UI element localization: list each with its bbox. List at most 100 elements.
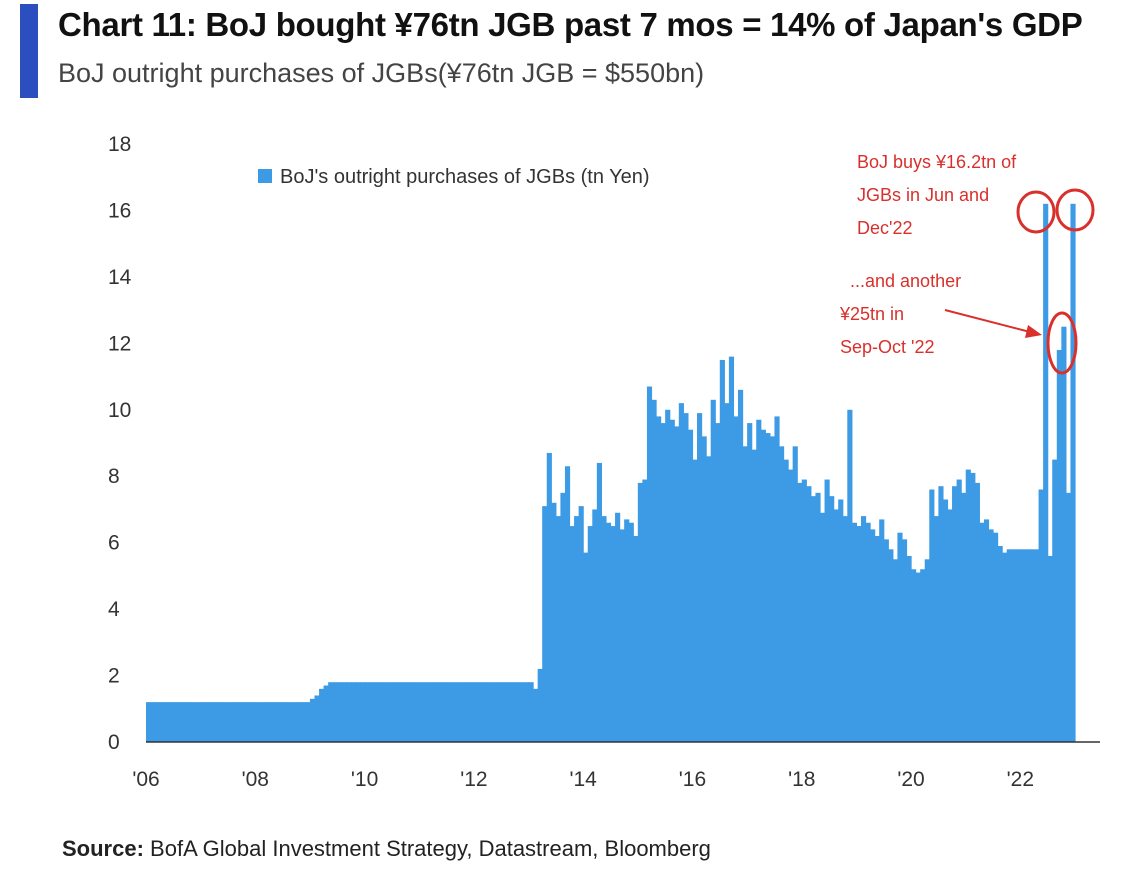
bar bbox=[596, 462, 602, 742]
chart-title: Chart 11: BoJ bought ¥76tn JGB past 7 mo… bbox=[58, 6, 1083, 43]
y-tick-label: 12 bbox=[108, 332, 131, 355]
annotation-top-line-3: Dec'22 bbox=[857, 218, 912, 238]
bar bbox=[824, 479, 830, 742]
x-tick-label: '18 bbox=[788, 768, 815, 791]
x-tick-label: '14 bbox=[569, 768, 597, 791]
bar bbox=[214, 702, 220, 742]
bar bbox=[860, 516, 867, 742]
bar bbox=[1061, 326, 1067, 742]
x-tick-label: '16 bbox=[679, 768, 706, 791]
bar bbox=[492, 682, 498, 742]
x-tick-label: '10 bbox=[351, 768, 378, 791]
bar bbox=[1002, 552, 1008, 742]
bar bbox=[774, 416, 780, 742]
bar bbox=[546, 452, 552, 742]
bar bbox=[432, 682, 439, 742]
bar bbox=[678, 403, 684, 742]
bar bbox=[246, 702, 252, 742]
bar bbox=[656, 416, 662, 742]
source-note: Source: BofA Global Investment Strategy,… bbox=[62, 836, 711, 862]
bar bbox=[1065, 492, 1072, 742]
bar bbox=[442, 682, 448, 742]
bar bbox=[255, 702, 261, 742]
bar bbox=[200, 702, 206, 742]
bar bbox=[300, 702, 306, 742]
bar bbox=[232, 702, 238, 742]
bar bbox=[783, 459, 789, 742]
bar bbox=[205, 702, 211, 742]
bar bbox=[305, 702, 311, 742]
bar bbox=[496, 682, 502, 742]
bar bbox=[328, 682, 334, 742]
bar bbox=[797, 482, 803, 742]
bar bbox=[150, 702, 156, 742]
bar bbox=[592, 509, 598, 742]
bar bbox=[769, 436, 776, 742]
bar bbox=[738, 389, 744, 742]
annotation-top-line-1: BoJ buys ¥16.2tn of bbox=[857, 152, 1017, 172]
chart-subtitle: BoJ outright purchases of JGBs(¥76tn JGB… bbox=[58, 58, 705, 88]
x-tick-label: '06 bbox=[132, 768, 159, 791]
bar bbox=[282, 702, 288, 742]
bar bbox=[173, 702, 179, 742]
bar bbox=[1034, 549, 1040, 742]
bar bbox=[883, 539, 889, 742]
bar bbox=[551, 502, 557, 742]
bar bbox=[724, 403, 730, 742]
bar bbox=[756, 419, 762, 742]
bar bbox=[319, 688, 325, 742]
bar bbox=[209, 702, 215, 742]
bar bbox=[378, 682, 384, 742]
x-tick-label: '20 bbox=[897, 768, 924, 791]
bar bbox=[537, 668, 543, 742]
annotation-mid-line-3: Sep-Oct '22 bbox=[840, 337, 934, 357]
bar bbox=[747, 423, 753, 742]
bar bbox=[1070, 203, 1076, 743]
bar bbox=[801, 479, 807, 742]
bar bbox=[993, 532, 999, 742]
title-accent-bar bbox=[20, 4, 38, 98]
bar bbox=[373, 682, 379, 742]
y-tick-label: 14 bbox=[108, 266, 132, 289]
bar bbox=[624, 519, 630, 742]
bar bbox=[218, 702, 225, 742]
bar bbox=[728, 356, 735, 742]
bar bbox=[523, 682, 530, 742]
bar bbox=[464, 682, 470, 742]
bar bbox=[1020, 549, 1026, 742]
bar bbox=[505, 682, 511, 742]
bar bbox=[341, 682, 347, 742]
bar bbox=[1006, 549, 1012, 742]
bar bbox=[428, 682, 434, 742]
bar bbox=[701, 436, 707, 742]
bar bbox=[601, 516, 607, 742]
bar bbox=[501, 682, 507, 742]
bar bbox=[788, 469, 794, 742]
bar bbox=[460, 682, 466, 742]
bar bbox=[1038, 489, 1044, 742]
y-axis-ticks: 0 2 4 6 8 10 12 14 16 18 bbox=[108, 133, 132, 754]
bar bbox=[414, 682, 420, 742]
bar bbox=[287, 702, 293, 742]
bar bbox=[1047, 555, 1053, 742]
bar bbox=[569, 526, 575, 742]
bar bbox=[168, 702, 174, 742]
bar bbox=[346, 682, 352, 742]
bar bbox=[974, 482, 980, 742]
bar bbox=[956, 479, 962, 742]
bar bbox=[651, 399, 657, 742]
bar bbox=[401, 682, 407, 742]
annotation-mid-line-2: ¥25tn in bbox=[839, 304, 904, 324]
annotation-top: BoJ buys ¥16.2tn of JGBs in Jun and Dec'… bbox=[857, 152, 1095, 238]
bar bbox=[924, 559, 930, 742]
bar bbox=[660, 423, 666, 742]
x-tick-label: '22 bbox=[1007, 768, 1034, 791]
bar bbox=[646, 386, 653, 742]
bar bbox=[487, 682, 493, 742]
bar bbox=[1052, 459, 1058, 742]
bar bbox=[806, 486, 812, 742]
bar bbox=[1011, 549, 1017, 742]
bar bbox=[706, 456, 712, 742]
bar bbox=[314, 695, 320, 742]
bar bbox=[259, 702, 265, 742]
